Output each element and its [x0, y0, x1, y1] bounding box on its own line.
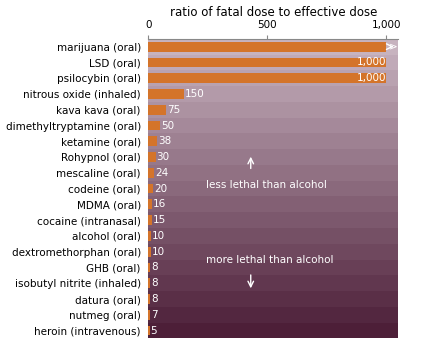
Text: 8: 8	[151, 278, 158, 288]
Text: 16: 16	[153, 200, 166, 209]
Bar	[148, 133, 398, 149]
Bar	[148, 89, 184, 99]
Bar	[148, 244, 398, 260]
Bar	[148, 57, 387, 67]
Bar	[148, 323, 398, 338]
Text: 1,000: 1,000	[356, 57, 386, 67]
Text: 10: 10	[152, 247, 165, 257]
Text: >1,000: >1,000	[389, 42, 427, 52]
Bar	[148, 326, 150, 335]
Bar	[148, 262, 150, 272]
Bar	[148, 215, 152, 225]
Text: 8: 8	[151, 294, 158, 304]
Text: 7: 7	[151, 310, 158, 320]
Bar	[148, 121, 160, 130]
Bar	[148, 294, 150, 304]
Bar	[148, 212, 398, 228]
Bar	[148, 275, 398, 291]
Bar	[148, 102, 398, 118]
Bar	[148, 231, 151, 241]
Text: 1,000: 1,000	[356, 73, 386, 83]
Text: more lethal than alcohol: more lethal than alcohol	[206, 255, 333, 265]
Bar	[148, 165, 398, 181]
Text: 20: 20	[154, 184, 167, 194]
Bar	[148, 118, 398, 133]
Bar	[148, 291, 398, 307]
Bar	[148, 168, 154, 178]
Text: 24: 24	[155, 168, 169, 178]
Bar	[148, 54, 398, 70]
Text: 30: 30	[157, 152, 170, 162]
Bar	[148, 228, 398, 244]
Bar	[148, 152, 156, 162]
Bar	[148, 260, 398, 275]
Text: 10: 10	[152, 231, 165, 241]
Text: 150: 150	[185, 89, 205, 99]
Text: 38: 38	[158, 136, 172, 146]
Bar	[148, 310, 150, 320]
Text: 15: 15	[153, 215, 166, 225]
Text: less lethal than alcohol: less lethal than alcohol	[206, 181, 326, 191]
Bar	[148, 307, 398, 323]
Bar	[148, 181, 398, 196]
Bar	[148, 105, 166, 115]
Bar	[148, 149, 398, 165]
Bar	[148, 184, 153, 193]
X-axis label: ratio of fatal dose to effective dose: ratio of fatal dose to effective dose	[170, 6, 377, 19]
Bar	[148, 42, 387, 52]
Bar	[148, 73, 387, 83]
Bar	[148, 200, 152, 209]
Text: 5: 5	[150, 325, 157, 335]
Bar	[148, 247, 151, 257]
Bar	[148, 196, 398, 212]
Text: 8: 8	[151, 262, 158, 272]
Bar	[148, 39, 398, 54]
Text: 50: 50	[161, 120, 175, 130]
Bar	[148, 86, 398, 102]
Bar	[148, 70, 398, 86]
Bar	[148, 136, 157, 146]
Bar	[148, 278, 150, 288]
Text: 75: 75	[167, 105, 181, 115]
